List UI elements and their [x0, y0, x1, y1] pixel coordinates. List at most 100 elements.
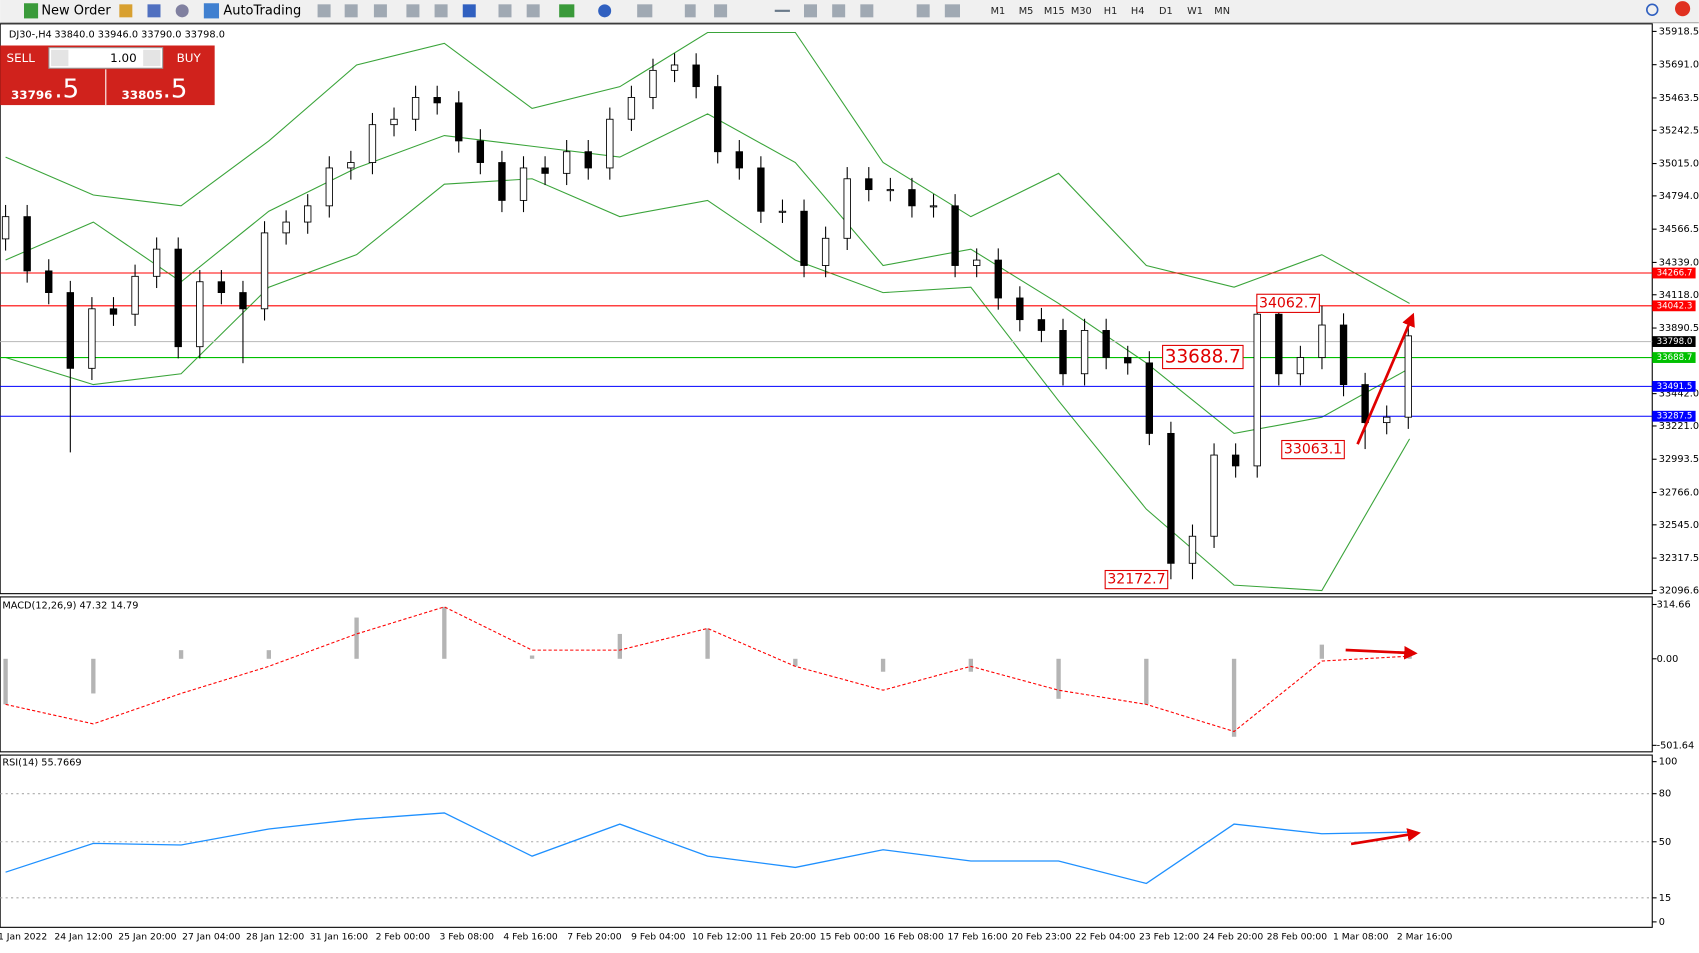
toolbar-icon[interactable]: [147, 4, 161, 18]
level-label: 33688.7: [1657, 353, 1693, 363]
toolbar-icon[interactable]: [119, 4, 133, 18]
y-tick-label: 32096.6: [1659, 585, 1699, 596]
candle-body: [239, 292, 247, 310]
toolbar-icon[interactable]: [434, 4, 448, 18]
timeframe-button[interactable]: H1: [1104, 6, 1118, 17]
candle-body: [1210, 454, 1218, 537]
lot-value[interactable]: 1.00: [110, 51, 137, 65]
toolbar-icon[interactable]: [832, 4, 846, 18]
toolbar-icon[interactable]: [559, 4, 575, 18]
toolbar-icon[interactable]: [175, 4, 189, 18]
toolbar-icon[interactable]: [498, 4, 512, 18]
timeframe-button[interactable]: M5: [1019, 6, 1034, 17]
timeframe-button[interactable]: M15: [1044, 6, 1065, 17]
price-annotation: 33063.1: [1284, 442, 1342, 458]
timeframe-button[interactable]: W1: [1187, 6, 1203, 17]
timeframe-button[interactable]: M30: [1071, 6, 1092, 17]
candle-body: [282, 221, 290, 234]
candle-body: [649, 69, 657, 98]
toolbar-icon[interactable]: [462, 4, 476, 18]
candle-body: [692, 64, 700, 88]
level-label-box: [1652, 380, 1696, 392]
toolbar-icon[interactable]: [804, 4, 817, 18]
x-tick-label: 25 Jan 20:00: [118, 932, 176, 943]
trend-arrow: [1345, 645, 1418, 660]
timeframe-button[interactable]: D1: [1159, 6, 1173, 17]
toolbar-icon[interactable]: [344, 4, 358, 18]
candle-body: [1383, 416, 1391, 424]
toolbar-icon[interactable]: [598, 4, 612, 18]
toolbar-icon[interactable]: [526, 4, 540, 18]
search-icon[interactable]: [1646, 3, 1659, 16]
annotation-box: [1104, 569, 1169, 590]
candle-body: [260, 232, 269, 310]
timeframe-button[interactable]: M1: [991, 6, 1006, 17]
sell-button[interactable]: SELL: [7, 51, 36, 65]
toolbar-icon[interactable]: [406, 4, 420, 18]
toolbar-icon[interactable]: [714, 4, 728, 18]
level-label-box: [1652, 267, 1696, 279]
x-tick-label: 1 Mar 08:00: [1333, 932, 1389, 943]
buy-price[interactable]: 33805: [121, 88, 162, 102]
candle-body: [606, 118, 614, 169]
notification-badge[interactable]: [1675, 1, 1691, 17]
sell-price-pips[interactable]: .5: [54, 74, 79, 104]
price-annotation: 34062.7: [1259, 295, 1317, 311]
macd-histogram-bar: [178, 650, 184, 659]
timeframe-button[interactable]: H4: [1131, 6, 1145, 17]
candle-body: [411, 97, 420, 120]
candle-body: [1016, 297, 1024, 321]
x-tick-label: 22 Feb 04:00: [1075, 932, 1135, 943]
lot-input[interactable]: [48, 47, 164, 69]
sell-price[interactable]: 33796: [11, 88, 52, 102]
y-tick-label: 50: [1659, 837, 1671, 848]
one-click-trading-panel: SELL BUY 1.00 33796 .5 33805 .5: [0, 45, 215, 106]
candle-body: [390, 118, 398, 126]
candle-body: [1059, 330, 1067, 375]
new-order-icon[interactable]: [24, 3, 39, 19]
y-tick-label: 32766.0: [1659, 488, 1699, 499]
macd-histogram-bar: [617, 633, 622, 659]
level-label: 33491.5: [1657, 382, 1693, 392]
toolbar-icon[interactable]: [774, 9, 790, 12]
candle-body: [1253, 313, 1261, 467]
candle-body: [627, 97, 636, 120]
y-tick-label: 0: [1659, 917, 1665, 928]
toolbar-icon[interactable]: [944, 4, 960, 18]
candle-body: [1102, 330, 1110, 358]
x-tick-label: 24 Jan 12:00: [54, 932, 112, 943]
candle-body: [174, 248, 182, 348]
macd-histogram-bar: [529, 655, 535, 659]
autotrading-icon[interactable]: [203, 3, 219, 19]
candle-body: [735, 151, 743, 169]
toolbar-icon[interactable]: [637, 4, 653, 18]
x-tick-label: 15 Feb 00:00: [820, 932, 880, 943]
candle-body: [347, 162, 355, 169]
y-tick-label: 34339.0: [1659, 257, 1699, 268]
buy-price-pips[interactable]: .5: [163, 74, 188, 104]
macd-signal: [5, 606, 1410, 733]
candle-body: [757, 167, 765, 212]
level-label: 33798.0: [1657, 337, 1693, 347]
timeframe-button[interactable]: MN: [1214, 6, 1230, 17]
lot-increase[interactable]: [143, 49, 161, 67]
autotrading-button[interactable]: AutoTrading: [223, 3, 301, 18]
lot-decrease[interactable]: [51, 49, 69, 67]
y-tick-label: 32545.0: [1659, 520, 1699, 531]
toolbar-icon[interactable]: [916, 4, 930, 18]
buy-button[interactable]: BUY: [177, 51, 202, 65]
toolbar-icon[interactable]: [684, 4, 696, 18]
candle-body: [584, 151, 592, 169]
candle-body: [886, 189, 895, 192]
toolbar-icon[interactable]: [373, 4, 387, 18]
new-order-button[interactable]: New Order: [41, 3, 111, 18]
ohlc-label: 33840.0 33946.0 33790.0 33798.0: [54, 30, 225, 41]
toolbar-icon[interactable]: [317, 4, 331, 18]
x-tick-label: 4 Feb 16:00: [503, 932, 558, 943]
candle-body: [541, 167, 549, 174]
candle-body: [1296, 357, 1305, 375]
symbol-label: DJ30-,H4: [9, 30, 52, 41]
macd-histogram-bar: [793, 658, 798, 667]
y-tick-label: 32993.5: [1659, 454, 1699, 465]
toolbar-icon[interactable]: [860, 4, 874, 18]
